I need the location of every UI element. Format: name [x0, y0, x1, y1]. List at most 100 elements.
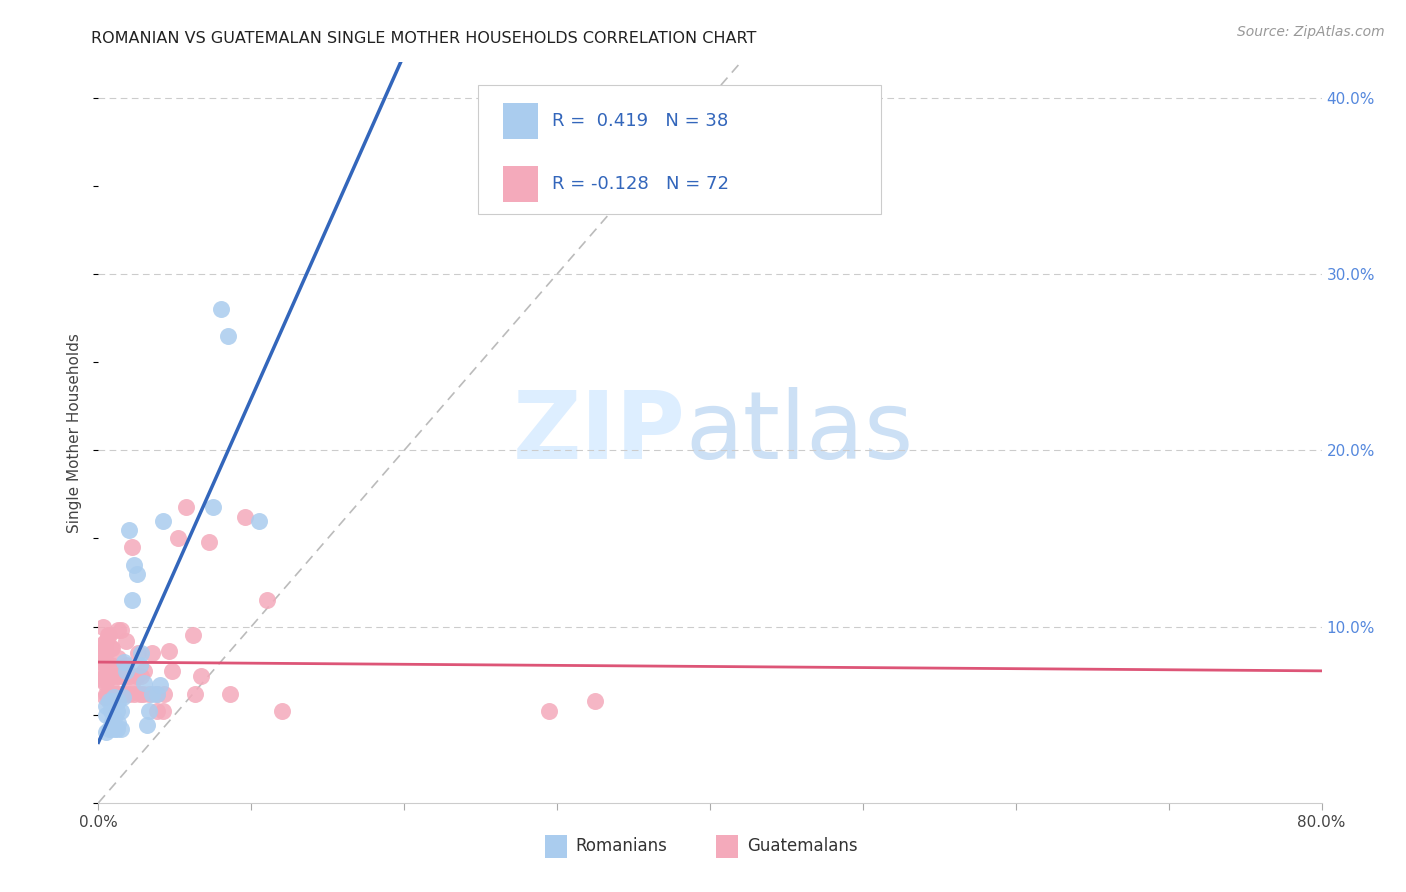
Point	[174, 500, 197, 514]
Point	[101, 686, 124, 700]
Point	[125, 566, 148, 581]
Point	[209, 302, 232, 317]
FancyBboxPatch shape	[546, 835, 567, 858]
Point	[107, 693, 129, 707]
Point	[91, 646, 114, 660]
Point	[94, 698, 117, 713]
Point	[141, 686, 163, 700]
Point	[121, 676, 143, 690]
Text: R = -0.128   N = 72: R = -0.128 N = 72	[553, 175, 730, 193]
Point	[121, 540, 143, 554]
Point	[94, 655, 117, 669]
Point	[97, 686, 120, 700]
Point	[145, 686, 167, 700]
Point	[107, 623, 129, 637]
Point	[149, 678, 172, 692]
Point	[101, 693, 124, 707]
Point	[100, 676, 122, 690]
Point	[256, 593, 278, 607]
Point	[138, 704, 160, 718]
Text: ROMANIAN VS GUATEMALAN SINGLE MOTHER HOUSEHOLDS CORRELATION CHART: ROMANIAN VS GUATEMALAN SINGLE MOTHER HOU…	[91, 31, 756, 46]
Point	[103, 711, 125, 725]
Point	[110, 623, 132, 637]
Point	[94, 725, 117, 739]
Point	[90, 673, 112, 687]
Point	[217, 328, 239, 343]
Point	[94, 707, 117, 722]
Point	[93, 640, 115, 655]
Point	[118, 523, 141, 537]
Point	[103, 686, 125, 700]
Point	[93, 655, 115, 669]
Point	[141, 646, 163, 660]
Point	[129, 669, 152, 683]
Point	[105, 669, 128, 683]
FancyBboxPatch shape	[716, 835, 738, 858]
Point	[153, 686, 176, 700]
Point	[247, 514, 270, 528]
Text: atlas: atlas	[686, 386, 914, 479]
Point	[105, 722, 128, 736]
Point	[112, 686, 135, 700]
Point	[110, 722, 132, 736]
Point	[145, 686, 167, 700]
Point	[121, 593, 143, 607]
Point	[100, 704, 122, 718]
Point	[115, 633, 138, 648]
Point	[122, 558, 145, 572]
Text: Source: ZipAtlas.com: Source: ZipAtlas.com	[1237, 25, 1385, 39]
Point	[93, 676, 115, 690]
Point	[112, 655, 135, 669]
Point	[94, 673, 117, 687]
Point	[160, 664, 183, 678]
Point	[110, 669, 132, 683]
Point	[110, 686, 132, 700]
Point	[105, 686, 128, 700]
Point	[98, 693, 121, 707]
Point	[127, 646, 149, 660]
Point	[122, 686, 145, 700]
Y-axis label: Single Mother Households: Single Mother Households	[67, 333, 83, 533]
Point	[103, 722, 125, 736]
Point	[583, 693, 606, 707]
Point	[115, 664, 138, 678]
Point	[97, 628, 120, 642]
Point	[100, 658, 122, 673]
Point	[181, 628, 204, 642]
Point	[90, 646, 112, 660]
Point	[91, 637, 114, 651]
Point	[152, 704, 174, 718]
Point	[90, 655, 112, 669]
Point	[129, 646, 152, 660]
Point	[98, 686, 121, 700]
Point	[118, 669, 141, 683]
Text: R =  0.419   N = 38: R = 0.419 N = 38	[553, 112, 728, 130]
Point	[138, 686, 160, 700]
Point	[152, 514, 174, 528]
Point	[100, 720, 122, 734]
Point	[98, 628, 121, 642]
Point	[197, 535, 219, 549]
Point	[190, 669, 212, 683]
Point	[134, 676, 156, 690]
Point	[98, 669, 121, 683]
Point	[100, 640, 122, 655]
Point	[101, 714, 124, 729]
Text: Guatemalans: Guatemalans	[747, 838, 858, 855]
Point	[202, 500, 225, 514]
Point	[98, 722, 121, 736]
Point	[91, 655, 114, 669]
Point	[115, 658, 138, 673]
Point	[270, 704, 292, 718]
Point	[90, 664, 112, 678]
Text: Romanians: Romanians	[575, 838, 668, 855]
Point	[219, 686, 242, 700]
Point	[128, 658, 150, 673]
Point	[118, 686, 141, 700]
Point	[103, 690, 125, 704]
Point	[101, 640, 124, 655]
Point	[93, 690, 115, 704]
Point	[167, 532, 190, 546]
Point	[136, 718, 159, 732]
Point	[157, 644, 180, 658]
